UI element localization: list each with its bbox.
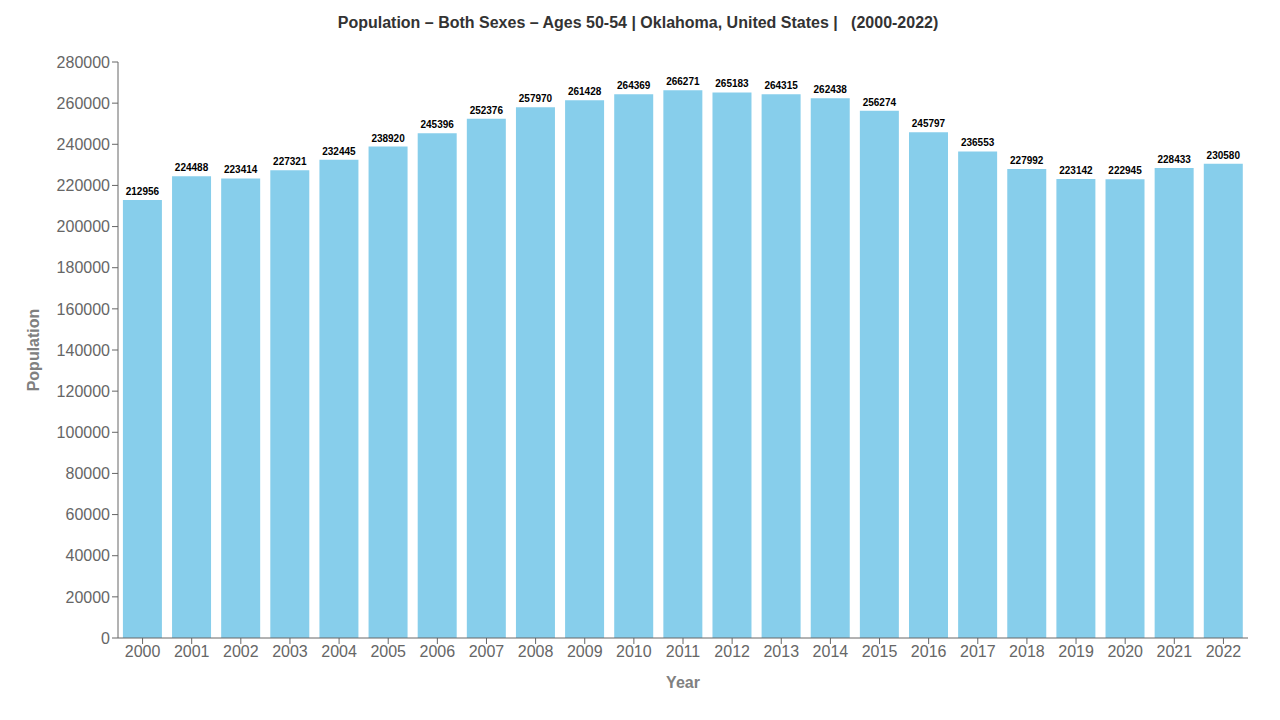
svg-text:80000: 80000: [66, 465, 111, 482]
svg-text:2018: 2018: [1009, 643, 1045, 660]
svg-text:222945: 222945: [1108, 165, 1142, 176]
svg-text:223414: 223414: [224, 164, 258, 175]
svg-text:266271: 266271: [666, 76, 700, 87]
svg-text:40000: 40000: [66, 547, 111, 564]
svg-text:280000: 280000: [57, 54, 110, 71]
svg-text:2009: 2009: [567, 643, 603, 660]
svg-text:2007: 2007: [469, 643, 505, 660]
svg-text:2003: 2003: [272, 643, 308, 660]
svg-text:2013: 2013: [763, 643, 799, 660]
svg-text:256274: 256274: [863, 97, 897, 108]
svg-text:20000: 20000: [66, 589, 111, 606]
svg-text:2019: 2019: [1058, 643, 1094, 660]
svg-text:140000: 140000: [57, 342, 110, 359]
svg-text:224488: 224488: [175, 162, 209, 173]
svg-text:252376: 252376: [470, 105, 504, 116]
svg-text:2004: 2004: [321, 643, 357, 660]
svg-text:238920: 238920: [371, 133, 405, 144]
svg-text:260000: 260000: [57, 95, 110, 112]
svg-text:2015: 2015: [862, 643, 898, 660]
svg-text:230580: 230580: [1207, 150, 1241, 161]
svg-text:2006: 2006: [420, 643, 456, 660]
html-text:Population – Both Sexes – Ages: Population – Both Sexes – Ages 50-54 | O…: [337, 14, 939, 31]
svg-text:2014: 2014: [813, 643, 849, 660]
svg-text:2017: 2017: [960, 643, 996, 660]
svg-text:2008: 2008: [518, 643, 554, 660]
svg-text:264369: 264369: [617, 80, 651, 91]
svg-text:100000: 100000: [57, 424, 110, 441]
svg-text:120000: 120000: [57, 383, 110, 400]
svg-text:240000: 240000: [57, 136, 110, 153]
svg-text:236553: 236553: [961, 137, 995, 148]
svg-text:180000: 180000: [57, 259, 110, 276]
svg-text:245396: 245396: [421, 119, 455, 130]
svg-text:257970: 257970: [519, 93, 553, 104]
svg-text:2016: 2016: [911, 643, 947, 660]
svg-text:245797: 245797: [912, 118, 946, 129]
svg-text:220000: 220000: [57, 177, 110, 194]
svg-text:2020: 2020: [1107, 643, 1143, 660]
svg-text:2011: 2011: [666, 643, 701, 660]
svg-text:261428: 261428: [568, 86, 602, 97]
svg-text:2000: 2000: [125, 643, 161, 660]
svg-text:Year: Year: [666, 674, 700, 691]
svg-text:232445: 232445: [322, 146, 356, 157]
svg-text:223142: 223142: [1059, 165, 1093, 176]
svg-text:2012: 2012: [714, 643, 750, 660]
svg-text:200000: 200000: [57, 218, 110, 235]
svg-text:2001: 2001: [174, 643, 210, 660]
svg-text:212956: 212956: [126, 186, 160, 197]
svg-text:60000: 60000: [66, 506, 111, 523]
svg-text:264315: 264315: [764, 80, 798, 91]
svg-text:262438: 262438: [814, 84, 848, 95]
svg-text:227321: 227321: [273, 156, 307, 167]
svg-text:2002: 2002: [223, 643, 259, 660]
svg-text:228433: 228433: [1157, 154, 1191, 165]
svg-text:2022: 2022: [1206, 643, 1242, 660]
svg-text:160000: 160000: [57, 301, 110, 318]
svg-text:Population: Population: [25, 309, 42, 392]
svg-text:2021: 2021: [1157, 643, 1193, 660]
svg-text:0: 0: [101, 630, 110, 647]
svg-text:2005: 2005: [370, 643, 406, 660]
svg-text:2010: 2010: [616, 643, 652, 660]
svg-text:265183: 265183: [715, 78, 749, 89]
svg-text:227992: 227992: [1010, 155, 1044, 166]
